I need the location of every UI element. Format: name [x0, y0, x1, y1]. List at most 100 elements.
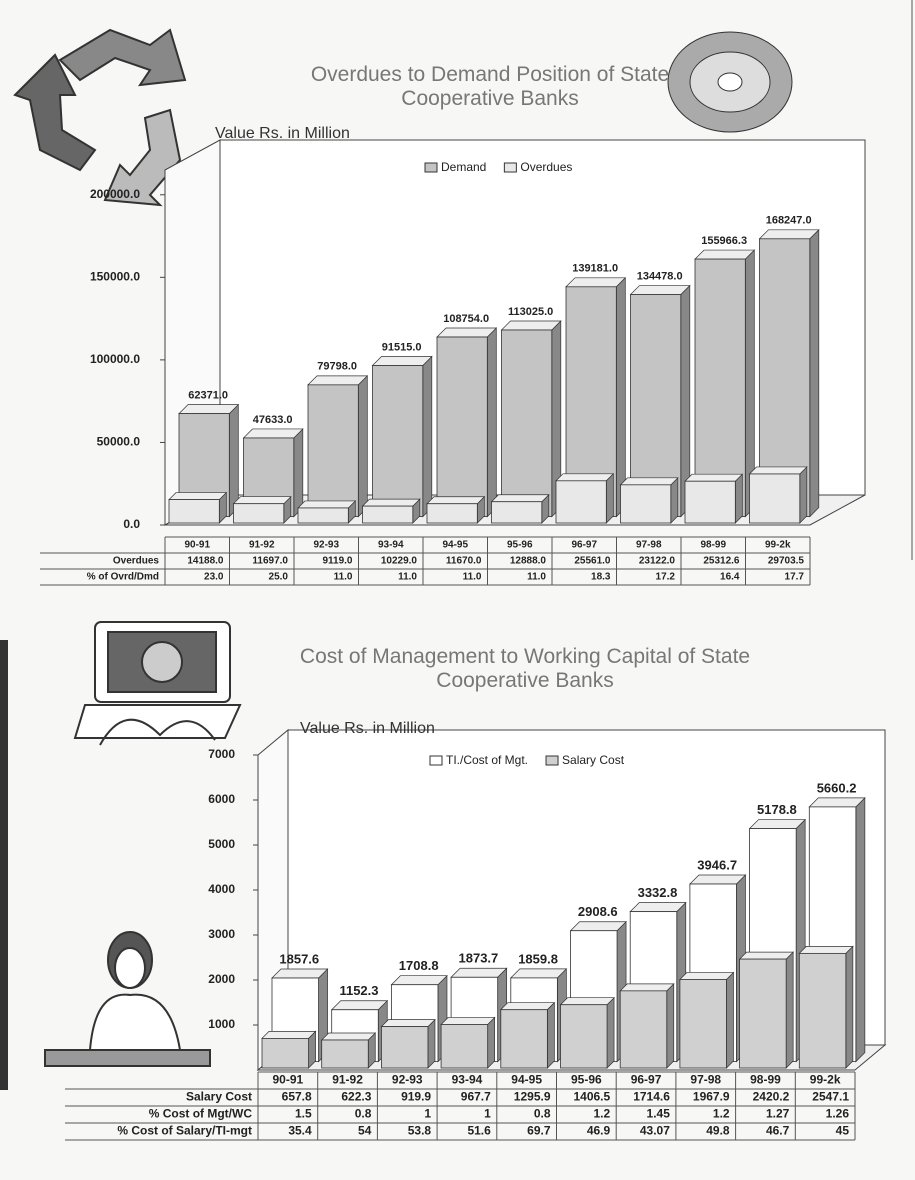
row-label: Salary Cost — [186, 1090, 252, 1104]
bar — [307, 384, 359, 518]
bar — [436, 336, 488, 518]
y-axis-label: Value Rs. in Million — [300, 720, 435, 737]
x-tick-label: 91-92 — [332, 1073, 363, 1087]
data-label: 155966.3 — [701, 235, 747, 247]
y-tick-label: 100000.0 — [90, 352, 140, 366]
bar-top — [629, 902, 687, 912]
bar — [620, 484, 672, 524]
table-cell: 46.9 — [587, 1124, 611, 1138]
bar-side — [486, 327, 497, 518]
bar-top — [679, 972, 735, 980]
data-label: 79798.0 — [317, 361, 357, 373]
bar — [372, 365, 424, 517]
legend-swatch — [429, 755, 443, 766]
table-cell: 18.3 — [591, 572, 611, 583]
table-cell: 0.8 — [355, 1107, 372, 1121]
x-tick-label: 96-97 — [571, 540, 597, 551]
table-cell: 1967.9 — [693, 1090, 730, 1104]
data-label: 5660.2 — [817, 780, 857, 795]
x-tick-label: 97-98 — [636, 540, 662, 551]
table-cell: 2547.1 — [812, 1090, 849, 1104]
data-label: 134478.0 — [637, 270, 683, 282]
table-cell: 17.2 — [656, 572, 676, 583]
bar — [555, 480, 607, 524]
recycle-icon — [13, 28, 187, 207]
bar-top — [320, 1032, 377, 1041]
bar — [426, 503, 478, 524]
bar-top — [758, 229, 820, 240]
bar-top — [808, 797, 866, 808]
bar-side — [487, 1016, 496, 1069]
table-cell: 1.26 — [826, 1107, 850, 1121]
bar-side — [615, 276, 626, 518]
data-label: 168247.0 — [766, 215, 812, 227]
bar — [619, 990, 668, 1069]
x-tick-label: 94-95 — [442, 540, 468, 551]
table-cell: 657.8 — [282, 1090, 312, 1104]
bar-top — [509, 968, 568, 979]
table-cell: 35.4 — [288, 1124, 312, 1138]
bar-top — [798, 946, 854, 954]
table-cell: 49.8 — [706, 1124, 730, 1138]
table-cell: 43.07 — [640, 1124, 670, 1138]
table-cell: 11.0 — [463, 572, 482, 583]
bar-top — [450, 967, 508, 978]
bar-side — [606, 996, 615, 1069]
x-tick-label: 93-94 — [452, 1073, 483, 1087]
data-label: 1708.8 — [399, 958, 439, 973]
legend-label: Overdues — [520, 160, 572, 174]
row-label: % of Ovrd/Dmd — [87, 572, 159, 583]
legend-label: Demand — [441, 160, 486, 174]
table-cell: 25.0 — [269, 572, 289, 583]
bar-side — [809, 228, 820, 518]
y-tick-label: 50000.0 — [97, 435, 141, 449]
x-tick-label: 90-91 — [272, 1073, 303, 1087]
table-cell: 12888.0 — [510, 556, 547, 567]
row-label: Overdues — [113, 556, 160, 567]
y-tick-label: 2000 — [208, 972, 235, 986]
data-label: 62371.0 — [188, 390, 228, 402]
y-tick-label: 4000 — [208, 882, 235, 896]
bar — [749, 473, 801, 524]
table-cell: 51.6 — [467, 1124, 491, 1138]
bar — [694, 258, 746, 518]
bar-side — [785, 951, 794, 1069]
data-label: 47633.0 — [253, 414, 293, 426]
bar-top — [684, 473, 744, 482]
table-cell: 29703.5 — [768, 556, 805, 567]
table-cell: 1.2 — [594, 1107, 611, 1121]
bar-side — [605, 472, 614, 524]
x-tick-label: 90-91 — [184, 540, 210, 551]
bar-top — [748, 819, 807, 829]
legend-swatch — [503, 162, 517, 173]
table-cell: 25561.0 — [574, 556, 611, 567]
data-label: 108754.0 — [443, 313, 489, 325]
table-cell: 45 — [836, 1124, 850, 1138]
bar — [684, 480, 736, 524]
y-tick-label: 5000 — [208, 837, 235, 851]
bar — [500, 1009, 548, 1069]
bar — [739, 958, 787, 1069]
x-tick-label: 94-95 — [511, 1073, 542, 1087]
table-cell: 622.3 — [341, 1090, 371, 1104]
bar — [501, 329, 553, 518]
table-cell: 1.45 — [647, 1107, 671, 1121]
x-tick-label: 93-94 — [378, 540, 404, 551]
table-cell: 1295.9 — [514, 1090, 551, 1104]
table-cell: 53.8 — [408, 1124, 432, 1138]
bar-top — [307, 375, 369, 386]
bar-top — [330, 1000, 389, 1011]
x-tick-label: 99-2k — [810, 1073, 841, 1087]
cd-icon — [667, 31, 793, 133]
table-cell: 10229.0 — [381, 556, 418, 567]
bar-side — [855, 797, 866, 1063]
bar-side — [734, 473, 743, 524]
bar-top — [689, 874, 747, 885]
bar-top — [361, 498, 421, 507]
table-cell: 1.27 — [766, 1107, 790, 1121]
bar — [297, 507, 349, 524]
bar-top — [390, 975, 448, 986]
bar-top — [555, 473, 615, 482]
row-label: % Cost of Mgt/WC — [149, 1107, 253, 1121]
